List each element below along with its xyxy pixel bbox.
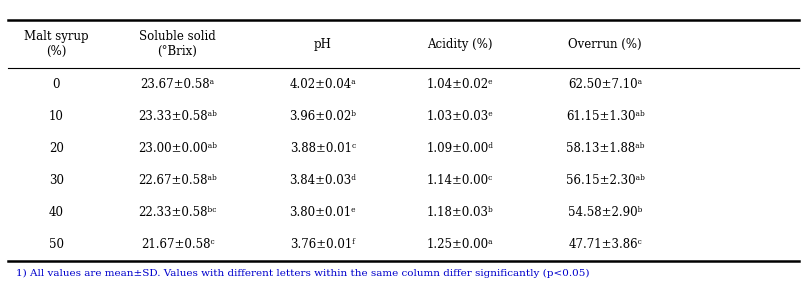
Text: 22.67±0.58ᵃᵇ: 22.67±0.58ᵃᵇ: [138, 174, 217, 187]
Text: 1.25±0.00ᵃ: 1.25±0.00ᵃ: [427, 238, 493, 251]
Text: 1.09±0.00ᵈ: 1.09±0.00ᵈ: [426, 142, 494, 155]
Text: 3.76±0.01ᶠ: 3.76±0.01ᶠ: [291, 238, 355, 251]
Text: 3.84±0.03ᵈ: 3.84±0.03ᵈ: [289, 174, 357, 187]
Text: 0: 0: [52, 78, 61, 91]
Text: 10: 10: [49, 110, 64, 123]
Text: 40: 40: [49, 206, 64, 219]
Text: 1.14±0.00ᶜ: 1.14±0.00ᶜ: [427, 174, 493, 187]
Text: 4.02±0.04ᵃ: 4.02±0.04ᵃ: [290, 78, 356, 91]
Text: 1.04±0.02ᵉ: 1.04±0.02ᵉ: [427, 78, 493, 91]
Text: 3.96±0.02ᵇ: 3.96±0.02ᵇ: [289, 110, 357, 123]
Text: 1) All values are mean±SD. Values with different letters within the same column : 1) All values are mean±SD. Values with d…: [16, 269, 590, 278]
Text: 3.80±0.01ᵉ: 3.80±0.01ᵉ: [290, 206, 356, 219]
Text: 50: 50: [49, 238, 64, 251]
Text: 61.15±1.30ᵃᵇ: 61.15±1.30ᵃᵇ: [566, 110, 645, 123]
Text: 47.71±3.86ᶜ: 47.71±3.86ᶜ: [568, 238, 642, 251]
Text: 1.18±0.03ᵇ: 1.18±0.03ᵇ: [427, 206, 493, 219]
Text: Acidity (%): Acidity (%): [427, 38, 493, 51]
Text: 1.03±0.03ᵉ: 1.03±0.03ᵉ: [427, 110, 493, 123]
Text: 56.15±2.30ᵃᵇ: 56.15±2.30ᵃᵇ: [566, 174, 645, 187]
Text: pH: pH: [314, 38, 332, 51]
Text: 54.58±2.90ᵇ: 54.58±2.90ᵇ: [568, 206, 642, 219]
Text: Overrun (%): Overrun (%): [568, 38, 642, 51]
Text: 23.67±0.58ᵃ: 23.67±0.58ᵃ: [140, 78, 215, 91]
Text: 62.50±7.10ᵃ: 62.50±7.10ᵃ: [568, 78, 642, 91]
Text: 58.13±1.88ᵃᵇ: 58.13±1.88ᵃᵇ: [566, 142, 645, 155]
Text: 21.67±0.58ᶜ: 21.67±0.58ᶜ: [140, 238, 215, 251]
Text: 20: 20: [49, 142, 64, 155]
Text: 30: 30: [49, 174, 64, 187]
Text: 23.00±0.00ᵃᵇ: 23.00±0.00ᵃᵇ: [138, 142, 217, 155]
Text: Soluble solid
(°Brix): Soluble solid (°Brix): [139, 30, 216, 58]
Text: Malt syrup
(%): Malt syrup (%): [24, 30, 89, 58]
Text: 3.88±0.01ᶜ: 3.88±0.01ᶜ: [290, 142, 356, 155]
Text: 22.33±0.58ᵇᶜ: 22.33±0.58ᵇᶜ: [138, 206, 217, 219]
Text: 23.33±0.58ᵃᵇ: 23.33±0.58ᵃᵇ: [138, 110, 217, 123]
